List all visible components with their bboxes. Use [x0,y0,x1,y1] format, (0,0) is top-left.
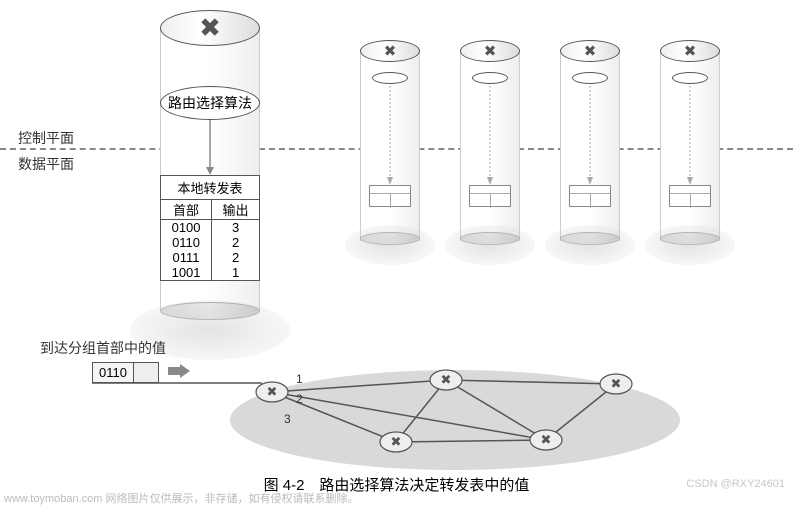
peer-forwarding-table [569,185,611,207]
peer-algo-oval [572,72,608,84]
peer-router-halo [445,225,535,265]
svg-text:✖: ✖ [441,372,452,387]
routing-algorithm-oval: 路由选择算法 [160,86,260,120]
peer-algo-arrow [486,86,494,185]
fwd-row: 01102 [161,235,259,250]
router-x-icon: ✖ [584,42,597,60]
peer-forwarding-table [669,185,711,207]
router-x-icon: ✖ [199,13,221,44]
peer-algo-oval [672,72,708,84]
peer-router-halo [345,225,435,265]
routing-algorithm-label: 路由选择算法 [168,93,252,113]
network-router-node: ✖ [600,374,632,394]
peer-algo-arrow [686,86,694,185]
port-2: 2 [296,392,303,406]
forwarding-table: 本地转发表 首部 输出 01003 01102 01112 10011 [160,175,260,281]
peer-router-halo [645,225,735,265]
watermark-left: www.toymoban.com 网络图片仅供展示，非存储，如有侵权请联系删除。 [4,490,358,506]
peer-algo-arrow [386,86,394,185]
router-x-icon: ✖ [484,42,497,60]
svg-text:✖: ✖ [267,384,278,399]
network-router-node: ✖ [430,370,462,390]
svg-text:✖: ✖ [611,376,622,391]
peer-router-halo [545,225,635,265]
peer-forwarding-table [469,185,511,207]
fwd-col-header: 首部 [161,200,212,220]
algo-to-table-arrow [205,120,215,175]
watermark-right: CSDN @RXY24601 [686,478,785,490]
svg-text:✖: ✖ [391,434,402,449]
fwd-row: 01112 [161,250,259,265]
fwd-col-output: 输出 [212,200,259,220]
router-x-icon: ✖ [384,42,397,60]
incoming-packet: 0110 [92,362,159,383]
port-3: 3 [284,412,291,426]
peer-algo-oval [472,72,508,84]
network-router-node: ✖ [256,382,288,402]
packet-header-value: 0110 [93,363,134,382]
peer-forwarding-table [369,185,411,207]
port-1: 1 [296,372,303,386]
fwd-row: 10011 [161,265,259,280]
svg-text:✖: ✖ [541,432,552,447]
packet-payload [134,363,158,382]
network-router-node: ✖ [530,430,562,450]
peer-algo-arrow [586,86,594,185]
router-x-icon: ✖ [684,42,697,60]
fwd-table-title: 本地转发表 [161,176,259,200]
incoming-value-label: 到达分组首部中的值 [40,338,166,358]
packet-arrow-icon [168,364,190,378]
peer-algo-oval [372,72,408,84]
control-plane-label: 控制平面 [18,128,74,148]
network-router-node: ✖ [380,432,412,452]
fwd-row: 01003 [161,220,259,236]
data-plane-label: 数据平面 [18,154,74,174]
